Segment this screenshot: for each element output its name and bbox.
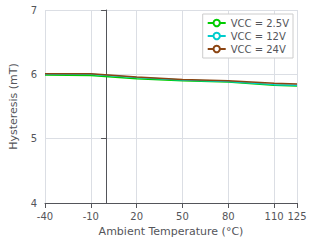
svg-text:125: 125 bbox=[287, 211, 306, 222]
svg-text:6: 6 bbox=[31, 69, 37, 80]
svg-text:50: 50 bbox=[176, 211, 189, 222]
svg-text:5: 5 bbox=[31, 133, 37, 144]
svg-text:20: 20 bbox=[130, 211, 143, 222]
svg-text:4: 4 bbox=[31, 198, 37, 209]
svg-text:7: 7 bbox=[31, 5, 37, 16]
svg-text:Hysteresis (mT): Hysteresis (mT) bbox=[7, 63, 20, 150]
svg-text:VCC = 24V: VCC = 24V bbox=[231, 44, 286, 55]
svg-text:Ambient Temperature (°C): Ambient Temperature (°C) bbox=[99, 225, 244, 238]
svg-text:VCC = 2.5V: VCC = 2.5V bbox=[231, 18, 289, 29]
svg-text:-10: -10 bbox=[83, 211, 99, 222]
svg-text:VCC = 12V: VCC = 12V bbox=[231, 31, 286, 42]
svg-text:110: 110 bbox=[265, 211, 284, 222]
svg-text:80: 80 bbox=[222, 211, 235, 222]
svg-text:-40: -40 bbox=[37, 211, 53, 222]
